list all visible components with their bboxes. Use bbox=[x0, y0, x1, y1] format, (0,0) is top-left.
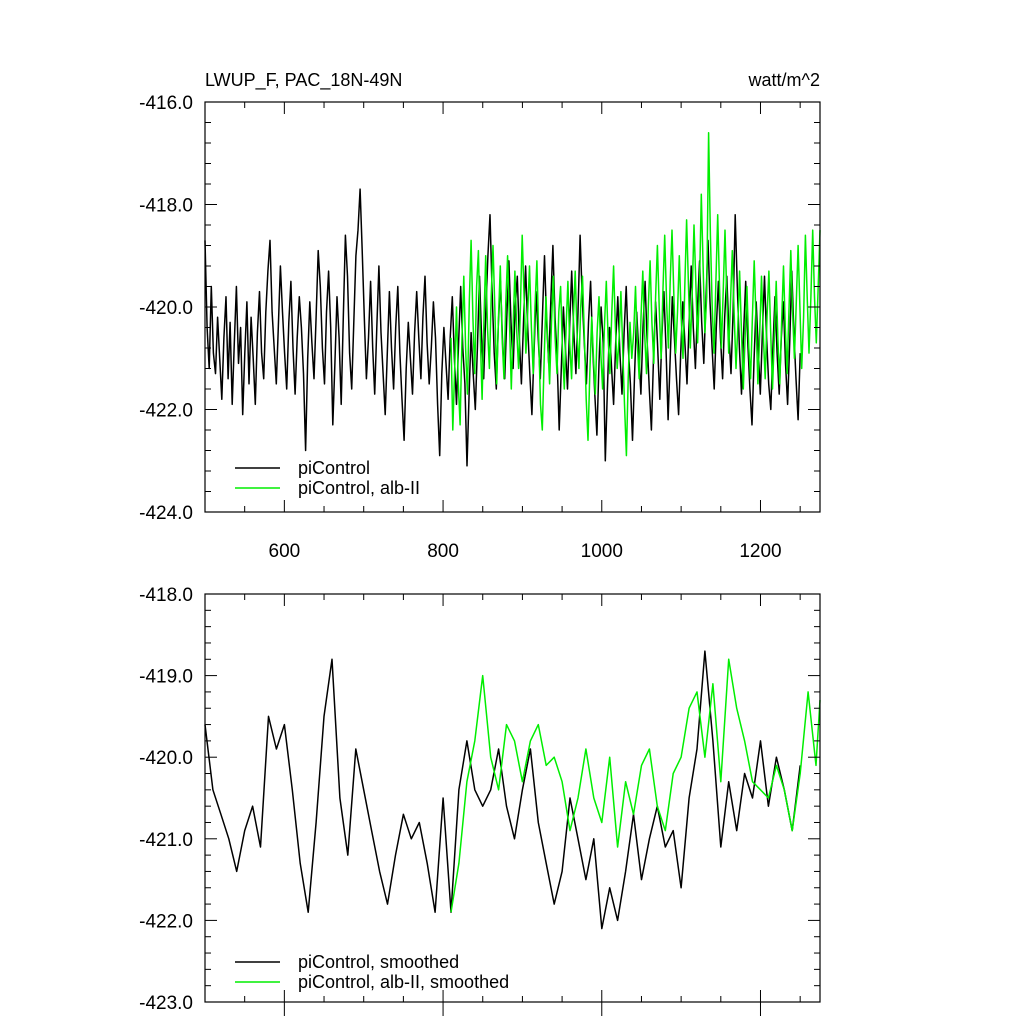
y-tick-label: -420.0 bbox=[139, 748, 193, 769]
y-tick-label: -421.0 bbox=[139, 830, 193, 851]
top-panel: -424.0 -422.0 -420.0 -418.0 -416.0 600 800 1000… bbox=[139, 70, 821, 562]
legend-label-0: piControl bbox=[298, 458, 370, 478]
y-tick-label: -423.0 bbox=[139, 993, 193, 1014]
y-tick-label: -419.0 bbox=[139, 667, 193, 688]
x-tick-label: 1200 bbox=[739, 541, 781, 562]
y-tick-label: -422.0 bbox=[139, 911, 193, 932]
y-tick-label: -422.0 bbox=[139, 401, 193, 422]
units-label: watt/m^2 bbox=[748, 70, 820, 90]
series-line-0-1 bbox=[450, 132, 821, 457]
x-tick-label: 600 bbox=[269, 541, 301, 562]
plot-frame bbox=[204, 593, 821, 1003]
y-tick-label: -418.0 bbox=[139, 196, 193, 217]
series-line-1-0 bbox=[204, 650, 801, 930]
y-tick-label: -424.0 bbox=[139, 503, 193, 524]
x-tick-label: 1000 bbox=[581, 541, 623, 562]
legend-label-0: piControl, smoothed bbox=[298, 952, 459, 972]
legend-label-1: piControl, alb-II, smoothed bbox=[298, 972, 509, 992]
y-tick-label: -420.0 bbox=[139, 298, 193, 319]
legend-label-1: piControl, alb-II bbox=[298, 478, 420, 498]
y-tick-label: -416.0 bbox=[139, 93, 193, 114]
y-tick-label: -418.0 bbox=[139, 585, 193, 606]
series-line-1-1 bbox=[450, 658, 821, 913]
x-tick-label: 800 bbox=[427, 541, 459, 562]
bottom-panel: -423.0 -422.0 -421.0 -420.0 -419.0 -418.0 piCo… bbox=[139, 585, 821, 1016]
chart-title: LWUP_F, PAC_18N-49N bbox=[205, 70, 402, 91]
